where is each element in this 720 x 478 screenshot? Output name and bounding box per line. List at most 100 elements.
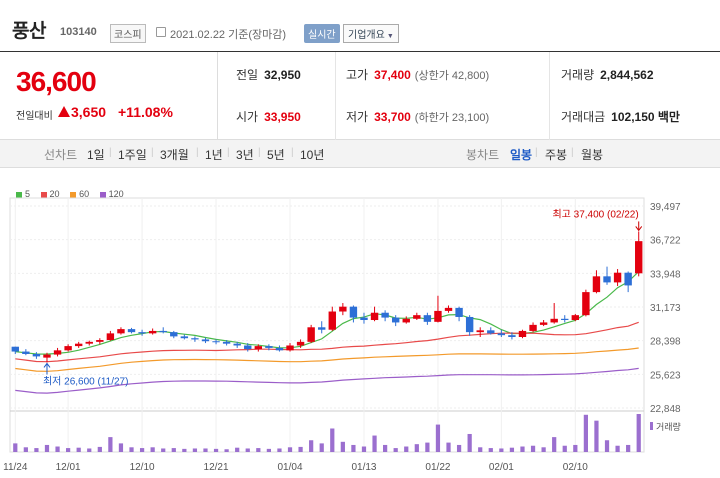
volume-bar — [361, 446, 367, 452]
x-tick-label: 02/01 — [489, 462, 514, 473]
tab-period-1d[interactable]: 1일 — [87, 148, 105, 162]
tab-candle-chart[interactable]: 봉차트 — [466, 148, 500, 162]
x-tick-label: 11/24 — [3, 462, 28, 473]
volume-label: 거래량 — [561, 68, 595, 82]
stock-code: 103140 — [60, 26, 97, 38]
candle-body — [455, 307, 463, 317]
legend-ma60: 60 — [70, 189, 89, 199]
legend-swatch — [16, 191, 22, 198]
volume-bar — [213, 448, 219, 452]
legend-ma5: 5 — [16, 189, 30, 199]
volume-bar — [520, 446, 525, 452]
high-annotation: 최고 37,400 (02/22) — [552, 208, 638, 220]
candle-body — [635, 241, 643, 274]
market-badge: 코스피 — [110, 24, 146, 43]
tab-separator: | — [109, 147, 112, 158]
open-price-value: 33,950 — [264, 110, 301, 124]
stock-chart[interactable]: 5 20 60 120 39,497 36,722 33,948 31,173 28,3… — [0, 168, 720, 478]
tab-separator: | — [258, 147, 261, 158]
volume-bar — [478, 447, 483, 452]
plot-frame — [9, 197, 645, 453]
candle-body — [222, 341, 231, 344]
volume-bar — [44, 444, 50, 452]
trade-amount-label: 거래대금 — [561, 110, 606, 124]
candle-body — [381, 312, 389, 318]
candle-body — [476, 330, 484, 333]
candle-body — [561, 318, 569, 321]
day-low-value: 33,700 — [374, 110, 411, 124]
volume-bar — [499, 448, 504, 452]
volume-bar — [129, 447, 134, 452]
legend-swatch — [70, 191, 77, 198]
legend-ma120: 120 — [99, 189, 124, 199]
tab-period-5y[interactable]: 5년 — [267, 148, 285, 162]
candle-body — [212, 341, 220, 343]
quote-date: 2021.02.22 기준(장마감) — [170, 29, 287, 41]
tab-period-1y[interactable]: 1년 — [205, 148, 223, 162]
y-tick-label: 39,497 — [650, 202, 681, 213]
candle-body — [244, 345, 252, 350]
tab-daily[interactable]: 일봉 — [510, 148, 533, 162]
candle-body — [402, 318, 410, 323]
candle-body — [11, 346, 19, 352]
candle-body — [613, 272, 622, 283]
volume-bar — [319, 443, 324, 452]
candle-body — [370, 312, 379, 321]
candle-body — [180, 336, 189, 339]
candle-body — [582, 292, 590, 316]
stock-name: 풍산 — [12, 21, 46, 42]
y-tick-label: 22,848 — [650, 404, 681, 415]
candle-body — [529, 324, 537, 331]
candle-body — [444, 307, 453, 311]
volume-bar — [562, 445, 567, 452]
volume-bar — [604, 440, 610, 452]
y-tick-label: 31,173 — [650, 303, 681, 314]
stock-header: 풍산 103140 코스피 2021.02.22 기준(장마감) 실시간 기업개… — [0, 0, 720, 52]
volume-value: 2,844,562 — [600, 68, 654, 82]
tab-weekly[interactable]: 주봉 — [545, 148, 568, 162]
candle-body — [286, 345, 294, 351]
candle-body — [96, 340, 104, 342]
candle-body — [497, 333, 506, 336]
volume-bar — [87, 448, 92, 452]
volume-bar — [330, 428, 335, 452]
volume-bar — [287, 447, 293, 452]
legend-swatch — [40, 191, 47, 198]
candle-body — [349, 306, 358, 318]
candle-body — [138, 332, 146, 334]
calendar-icon — [156, 27, 166, 37]
candle-body — [487, 330, 495, 334]
candle-body — [434, 310, 442, 322]
x-tick-label: 01/22 — [425, 462, 450, 473]
tab-monthly[interactable]: 월봉 — [581, 148, 604, 162]
candle-body — [74, 343, 83, 347]
candle-body — [413, 315, 421, 319]
candle-body — [296, 341, 305, 346]
tab-separator: | — [227, 147, 230, 158]
corp-info-dropdown[interactable]: 기업개요 ▼ — [343, 24, 399, 43]
prev-close: 전일 32,950 — [236, 66, 301, 83]
day-high: 고가 37,400 (상한가 42,800) — [346, 66, 489, 83]
realtime-button[interactable]: 실시간 — [304, 24, 340, 43]
tab-period-3y[interactable]: 3년 — [236, 148, 254, 162]
day-high-label: 고가 — [346, 68, 369, 82]
volume-bar — [435, 424, 441, 452]
volume-bar — [266, 448, 271, 452]
tab-period-1w[interactable]: 1주일 — [118, 148, 147, 162]
candle-body — [127, 329, 136, 333]
tab-period-10y[interactable]: 10년 — [300, 148, 325, 162]
candle-body — [265, 346, 273, 348]
volume-bar — [383, 444, 388, 452]
price-change-percent: +11.08% — [118, 104, 173, 120]
column-divider — [335, 52, 336, 140]
candle-body — [465, 316, 474, 333]
candle-body — [624, 272, 632, 286]
x-tick-label: 01/04 — [278, 462, 303, 473]
candle-body — [423, 315, 432, 322]
tab-line-chart[interactable]: 선차트 — [44, 148, 78, 162]
tab-separator: | — [571, 147, 574, 158]
tab-period-3m[interactable]: 3개월 — [160, 148, 189, 162]
candle-body — [339, 306, 347, 312]
tab-separator: | — [196, 147, 199, 158]
day-high-value: 37,400 — [374, 68, 411, 82]
